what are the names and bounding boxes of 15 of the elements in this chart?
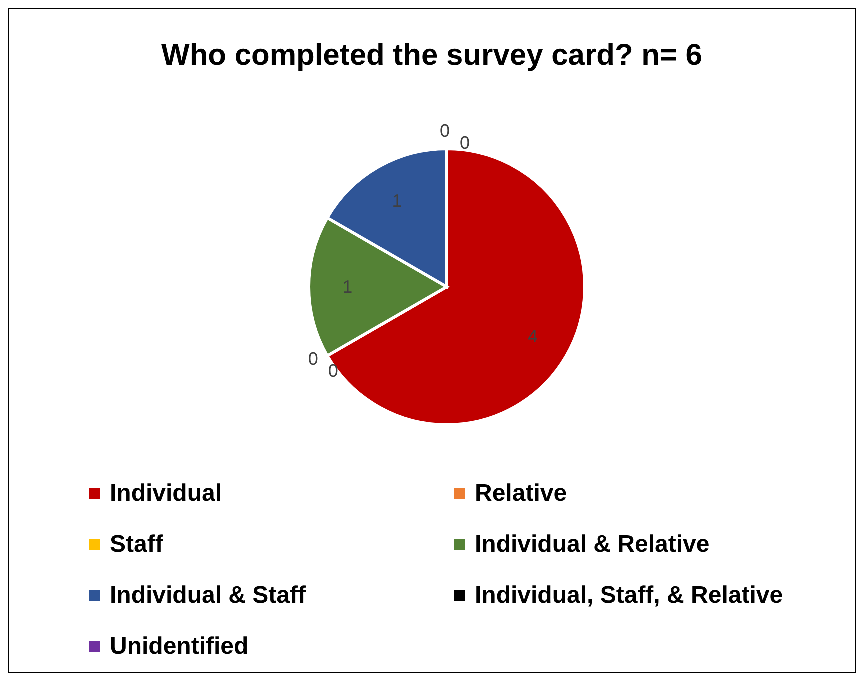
- data-label: 1: [392, 190, 402, 211]
- legend-label: Individual & Relative: [475, 530, 710, 558]
- text: 0: [440, 121, 450, 141]
- legend-label: Unidentified: [110, 632, 249, 660]
- data-label: 4: [528, 326, 538, 347]
- text: 0: [308, 349, 318, 369]
- legend-label: Individual: [110, 480, 222, 508]
- data-label: 1: [342, 277, 353, 297]
- legend-label: Individual & Staff: [110, 582, 306, 610]
- text: 0: [328, 361, 338, 381]
- chart-title: Who completed the survey card? n= 6: [160, 39, 704, 73]
- text: 0: [460, 133, 470, 153]
- legend-label: Staff: [110, 530, 164, 558]
- legend-label: Individual, Staff, & Relative: [475, 582, 784, 610]
- legend-label: Relative: [475, 480, 568, 508]
